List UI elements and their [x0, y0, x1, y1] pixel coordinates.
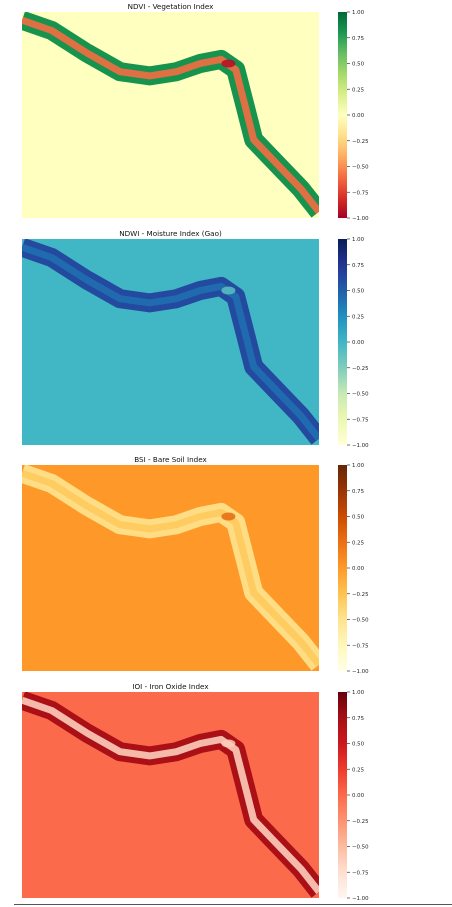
colorbar: 1.00 0.75 0.50 0.25 0.00 −0.25 −0.50 −0.75 −1.00: [338, 463, 369, 675]
colorbar-tick-label: −0.75: [352, 190, 369, 196]
river-band: [22, 465, 319, 671]
band-hotspot: [221, 739, 236, 748]
colorbar-tick-label: 0.50: [352, 62, 365, 68]
heatmap-panel-4: IOI - Iron Oxide Index 1.00 0.75 0.50 0.25 0.…: [22, 682, 369, 902]
panel-title: IOI - Iron Oxide Index: [132, 682, 209, 691]
panel-title: BSI - Bare Soil Index: [134, 455, 207, 464]
colorbar-tick-label: −0.75: [352, 643, 369, 649]
band-hotspot: [221, 512, 236, 521]
river-band: [22, 239, 319, 445]
colorbar-tick-label: 0.75: [352, 263, 364, 269]
colorbar-tick-label: 0.25: [352, 87, 364, 93]
colorbar-tick-label: 0.50: [352, 515, 365, 521]
panel-title: NDWI - Moisture Index (Gao): [119, 229, 222, 238]
bottom-divider: [14, 904, 452, 905]
band-core: [22, 16, 319, 214]
colorbar-tick-label: 0.50: [352, 289, 365, 295]
colorbar-tick-label: 0.00: [352, 793, 365, 799]
colorbar-tick-label: 0.75: [352, 36, 364, 42]
colorbar-gradient: [338, 12, 347, 218]
colorbar-tick-label: −1.00: [352, 669, 369, 675]
river-band: [22, 12, 319, 218]
colorbar-gradient: [338, 692, 347, 898]
colorbar-tick-label: 1.00: [352, 10, 365, 16]
panel-title: NDVI - Vegetation Index: [128, 2, 215, 11]
colorbar-tick-label: 0.75: [352, 716, 364, 722]
colorbar-tick-label: −0.75: [352, 417, 369, 423]
colorbar-tick-label: −0.25: [352, 139, 369, 145]
colorbar-tick-label: 0.00: [352, 113, 365, 119]
colorbar-tick-label: −0.50: [352, 165, 369, 171]
band-core: [22, 243, 319, 441]
colorbar-tick-label: −0.50: [352, 618, 369, 624]
colorbar-gradient: [338, 239, 347, 445]
colorbar: 1.00 0.75 0.50 0.25 0.00 −0.25 −0.50 −0.75 −1.00: [338, 690, 369, 902]
colorbar-tick-label: 0.00: [352, 340, 365, 346]
colorbar-gradient: [338, 465, 347, 671]
colorbar: 1.00 0.75 0.50 0.25 0.00 −0.25 −0.50 −0.75 −1.00: [338, 10, 369, 222]
band-core: [22, 696, 319, 894]
band-hotspot: [221, 59, 236, 68]
band-hotspot: [221, 286, 236, 295]
river-band: [22, 692, 319, 898]
colorbar-tick-label: −0.50: [352, 845, 369, 851]
band-core: [22, 469, 319, 667]
colorbar-tick-label: 0.75: [352, 489, 364, 495]
heatmap-panel-2: NDWI - Moisture Index (Gao) 1.00 0.75 0.50 0…: [22, 229, 369, 449]
colorbar-tick-label: −0.25: [352, 592, 369, 598]
colorbar-tick-label: 0.00: [352, 566, 365, 572]
colorbar-tick-label: −0.75: [352, 870, 369, 876]
colorbar-tick-label: 0.25: [352, 767, 364, 773]
colorbar-tick-label: 0.25: [352, 314, 364, 320]
colorbar-tick-label: 1.00: [352, 463, 365, 469]
colorbar-tick-label: 1.00: [352, 690, 365, 696]
colorbar-tick-label: 1.00: [352, 237, 365, 243]
colorbar-tick-label: −1.00: [352, 216, 369, 222]
colorbar: 1.00 0.75 0.50 0.25 0.00 −0.25 −0.50 −0.75 −1.00: [338, 237, 369, 449]
colorbar-tick-label: −1.00: [352, 443, 369, 449]
colorbar-tick-label: −0.25: [352, 819, 369, 825]
colorbar-tick-label: 0.25: [352, 540, 364, 546]
colorbar-tick-label: 0.50: [352, 742, 365, 748]
colorbar-tick-label: −1.00: [352, 896, 369, 902]
colorbar-tick-label: −0.25: [352, 366, 369, 372]
heatmap-panel-1: NDVI - Vegetation Index 1.00 0.75 0.50 0.25 0…: [22, 2, 369, 222]
colorbar-tick-label: −0.50: [352, 392, 369, 398]
heatmap-panel-3: BSI - Bare Soil Index 1.00 0.75 0.50 0.25 0.0…: [22, 455, 369, 675]
